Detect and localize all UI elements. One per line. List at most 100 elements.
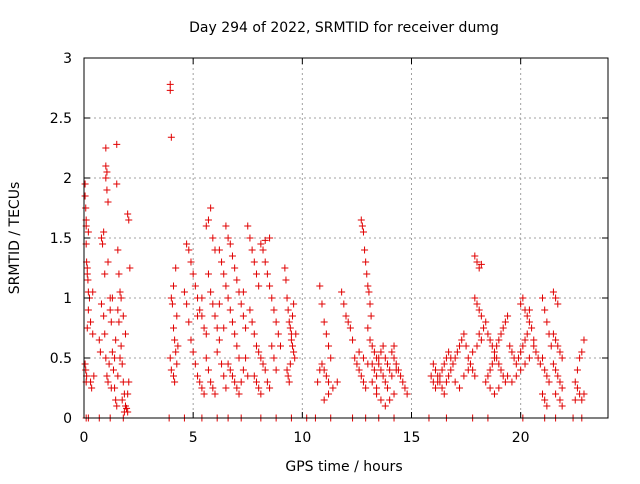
data-point: [123, 404, 131, 412]
data-point: [390, 390, 398, 398]
data-point: [578, 396, 586, 404]
data-point: [209, 384, 217, 392]
data-point: [292, 330, 300, 338]
data-point: [320, 396, 328, 404]
data-point: [259, 246, 267, 254]
data-point: [355, 366, 363, 374]
data-point: [573, 366, 581, 374]
data-point: [101, 330, 109, 338]
data-point: [373, 384, 381, 392]
data-point: [346, 324, 354, 332]
data-point: [215, 246, 223, 254]
data-point: [283, 366, 291, 374]
x-axis-label: GPS time / hours: [285, 459, 402, 475]
y-tick-label: 3: [63, 51, 72, 67]
data-point: [113, 180, 121, 188]
y-tick-label: 1: [63, 291, 72, 307]
data-point: [226, 306, 234, 314]
data-point: [475, 264, 483, 272]
data-point: [257, 354, 265, 362]
data-point: [103, 186, 111, 194]
data-point: [117, 342, 125, 350]
data-point: [255, 384, 263, 392]
data-point: [87, 318, 95, 326]
data-point: [473, 300, 481, 308]
data-point: [333, 378, 341, 386]
data-point: [460, 372, 468, 380]
data-point: [209, 300, 217, 308]
data-point: [198, 384, 206, 392]
data-point: [368, 342, 376, 350]
data-point: [124, 408, 132, 416]
data-point: [108, 294, 116, 302]
data-point: [115, 270, 123, 278]
data-point: [399, 378, 407, 386]
data-point: [554, 372, 562, 380]
data-point: [272, 366, 280, 374]
data-point: [105, 360, 113, 368]
data-point: [554, 342, 562, 350]
data-point: [289, 342, 297, 350]
data-point: [116, 288, 124, 296]
data-point: [377, 348, 385, 356]
data-point: [495, 360, 503, 368]
data-point: [377, 366, 385, 374]
data-point: [167, 133, 175, 141]
data-point: [281, 264, 289, 272]
data-point: [189, 270, 197, 278]
data-point: [517, 366, 525, 374]
data-point: [89, 330, 97, 338]
data-point: [383, 384, 391, 392]
data-point: [368, 378, 376, 386]
data-point: [246, 234, 254, 242]
data-point: [246, 306, 254, 314]
data-point: [277, 342, 284, 350]
data-point: [539, 390, 546, 398]
data-point: [427, 372, 435, 380]
data-point: [521, 336, 529, 344]
data-point: [167, 294, 175, 302]
data-point: [168, 300, 176, 308]
data-point: [556, 378, 564, 386]
data-point: [228, 252, 236, 260]
data-point: [471, 294, 479, 302]
data-point: [119, 312, 127, 320]
data-point: [523, 330, 531, 338]
data-point: [226, 366, 234, 374]
data-point: [82, 204, 90, 212]
data-point: [170, 324, 178, 332]
data-point: [547, 342, 555, 350]
data-point: [358, 222, 366, 230]
data-point: [202, 354, 210, 362]
data-point: [549, 288, 557, 296]
data-point: [512, 372, 520, 380]
data-point: [497, 330, 505, 338]
data-point: [473, 258, 481, 266]
data-point: [215, 336, 223, 344]
data-point: [248, 246, 256, 254]
data-point: [99, 240, 107, 248]
data-point: [100, 228, 108, 236]
data-point: [103, 372, 111, 380]
data-point: [532, 348, 540, 356]
data-point: [183, 300, 191, 308]
data-point: [226, 240, 234, 248]
data-point: [121, 330, 129, 338]
data-point: [113, 140, 121, 148]
data-point: [536, 360, 544, 368]
data-point: [541, 366, 549, 374]
data-point: [366, 300, 374, 308]
data-point: [224, 294, 232, 302]
data-point: [220, 372, 228, 380]
data-point: [552, 390, 560, 398]
data-point: [471, 372, 479, 380]
data-point: [183, 240, 191, 248]
data-point: [506, 342, 514, 350]
data-point: [202, 330, 210, 338]
data-point: [291, 354, 299, 362]
data-point: [357, 372, 365, 380]
data-point: [166, 354, 174, 362]
data-point: [381, 378, 389, 386]
data-point: [549, 360, 557, 368]
data-point: [114, 246, 122, 254]
